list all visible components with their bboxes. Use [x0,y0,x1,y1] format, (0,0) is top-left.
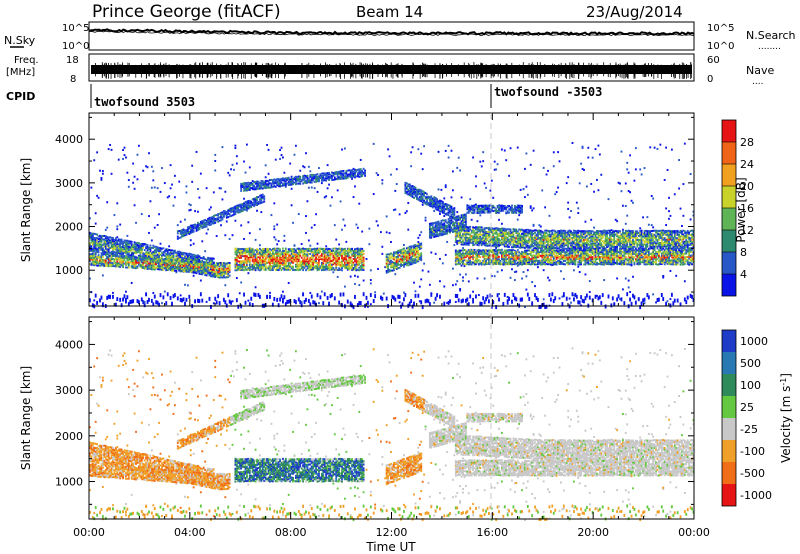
colorbar-tick: 24 [740,158,754,171]
beam-title: Beam 14 [356,3,423,21]
noise-right-marker: ........ [758,42,781,52]
power-colorbar-label: Power [dB] [734,177,748,242]
noise-left-label: N.Sky [4,34,36,47]
freq-panel: Freq. [MHz] 18 8 60 0 Nave .... [6,53,774,87]
noise-search-line [88,30,695,37]
colorbar-tick: 28 [740,136,754,149]
colorbar-tick: -100 [740,445,765,458]
y-tick-label: 2000 [55,430,83,443]
power-ylabel: Slant Range [km] [19,158,33,262]
noise-panel-frame [88,21,695,51]
x-tick-label: 16:00 [476,526,508,539]
velocity-yticks: 1000 2000 3000 4000 [55,321,694,505]
colorbar-tick: -25 [740,423,758,436]
colorbar-tick: 8 [740,246,747,259]
freq-tick-right-bottom: 0 [707,74,713,85]
colorbar-tick: 16 [740,202,754,215]
y-tick-label: 4000 [55,133,83,146]
x-tick-label: 00:00 [73,526,105,539]
velocity-panel-frame [88,316,695,520]
velocity-heatmap [89,347,695,522]
power-heatmap [89,141,695,310]
x-tick-label: 12:00 [376,526,408,539]
freq-tick-left-top: 18 [66,55,79,66]
y-tick-label: 1000 [55,476,83,489]
y-tick-label: 1000 [55,264,83,277]
freq-label-2: [MHz] [6,67,35,78]
x-tick-label: 04:00 [174,526,206,539]
x-tick-label: 20:00 [577,526,609,539]
y-tick-label: 4000 [55,338,83,351]
x-tick-label: 00:00 [678,526,710,539]
cpid-program-2: twofsound -3503 [494,85,602,99]
colorbar-tick: 100 [740,379,761,392]
velocity-panel: Slant Range [km] 1000 2000 3000 4000 1000 50… [19,316,793,522]
velocity-ylabel: Slant Range [km] [19,366,33,470]
velocity-colorbar-label: Velocity [m s-1] [779,373,793,463]
noise-tick-left-bottom: 10^0 [62,41,89,52]
y-tick-label: 2000 [55,221,83,234]
noise-panel: N.Sky 10^5 10^0 10^5 10^0 N.Search .....… [4,21,796,52]
colorbar-tick: 25 [740,401,754,414]
power-panel: Slant Range [km] 1000 2000 3000 4000 4 8 12 16… [19,112,754,310]
noise-tick-right-top: 10^5 [707,23,734,34]
y-tick-label: 3000 [55,177,83,190]
date-title: 23/Aug/2014 [586,3,683,21]
x-axis-label: Time UT [365,540,416,554]
noise-tick-left-top: 10^5 [62,23,89,34]
y-tick-label: 3000 [55,384,83,397]
noise-right-label: N.Search [746,29,796,42]
cpid-program-1: twofsound 3503 [94,95,195,109]
power-panel-frame [88,112,695,307]
x-axis: 00:00 04:00 08:00 12:00 16:00 20:00 00:00 [73,113,710,539]
colorbar-tick: -500 [740,467,765,480]
cpid-panel: CPID twofsound 3503 twofsound -3503 [6,84,602,109]
power-yticks: 1000 2000 3000 4000 [55,116,694,293]
nave-marker: .... [752,77,763,87]
noise-tick-right-bottom: 10^0 [707,41,734,52]
freq-tick-left-bottom: 8 [70,74,76,85]
power-colorbar: 4 8 12 16 20 24 28 [721,119,754,297]
colorbar-tick: 20 [740,180,754,193]
noise-sky-line [88,28,695,36]
velocity-colorbar: 1000 500 100 25 -25 -100 -500 -1000 [721,329,772,507]
x-tick-label: 08:00 [275,526,307,539]
colorbar-tick: 1000 [740,335,768,348]
freq-panel-frame [88,53,695,82]
colorbar-tick: 4 [740,268,747,281]
freq-band [91,62,692,79]
cpid-label: CPID [6,90,35,103]
colorbar-tick: 12 [740,224,754,237]
station-title: Prince George (fitACF) [92,2,281,22]
colorbar-tick: 500 [740,357,761,370]
nave-label: Nave [746,64,774,77]
colorbar-tick: -1000 [740,489,772,502]
freq-label-1: Freq. [14,55,39,66]
freq-tick-right-top: 60 [707,55,720,66]
